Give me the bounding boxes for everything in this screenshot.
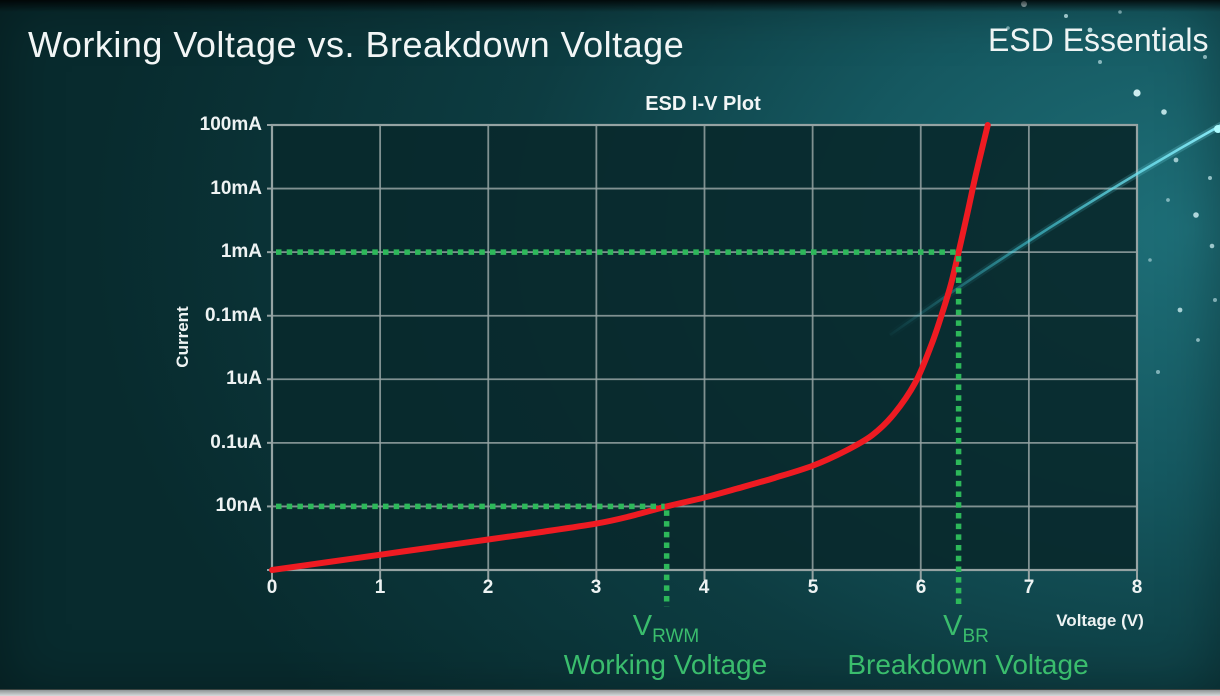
page-title: Working Voltage vs. Breakdown Voltage — [28, 24, 685, 65]
marker-dotted-lines — [276, 249, 962, 607]
bottom-edge-bar — [0, 689, 1220, 696]
top-edge-shadow — [0, 0, 1220, 12]
vrwm-label: VRWM — [632, 610, 700, 647]
y-tick-label: 1mA — [220, 241, 262, 262]
x-tick-label: 5 — [807, 577, 819, 598]
x-tick-label: 1 — [374, 577, 386, 598]
y-tick-label: 1uA — [226, 368, 262, 389]
grid-lines — [270, 123, 1139, 572]
x-tick-label: 8 — [1131, 577, 1143, 598]
y-tick-label: 10nA — [215, 495, 262, 516]
x-tick-label: 4 — [698, 577, 710, 598]
x-tick-label: 3 — [590, 577, 602, 598]
x-tick-label: 0 — [266, 577, 278, 598]
iv-curve — [269, 122, 991, 573]
working-voltage-caption: Working Voltage — [563, 649, 768, 680]
x-axis-title: Voltage (V) — [1056, 611, 1144, 630]
x-tick-label: 6 — [915, 577, 927, 598]
decorative-swoosh — [889, 124, 1220, 337]
breakdown-voltage-caption: Breakdown Voltage — [847, 649, 1089, 680]
y-tick-label: 100mA — [199, 114, 262, 135]
y-tick-label: 0.1uA — [210, 432, 262, 453]
x-tick-label: 7 — [1023, 577, 1035, 598]
vbr-label: VBR — [943, 610, 989, 647]
y-tick-label: 10mA — [210, 178, 262, 199]
y-tick-label: 0.1mA — [204, 305, 262, 326]
brand-text: ESD Essentials — [988, 22, 1209, 58]
chart-title: ESD I-V Plot — [645, 93, 761, 115]
x-tick-label: 2 — [482, 577, 494, 598]
